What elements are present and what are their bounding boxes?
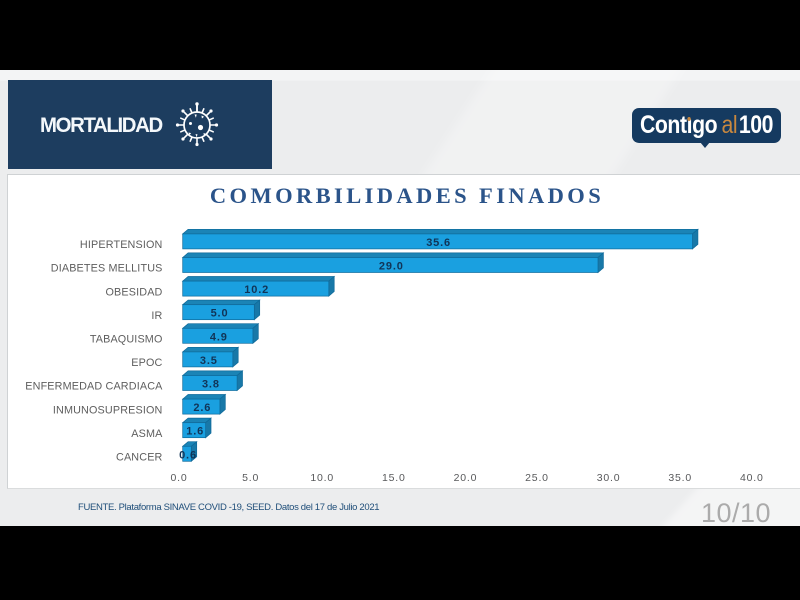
svg-text:10.0: 10.0 [310,472,334,484]
svg-text:35.0: 35.0 [668,472,692,484]
svg-text:INMUNOSUPRESION: INMUNOSUPRESION [53,404,163,416]
svg-text:CANCER: CANCER [116,452,163,464]
svg-text:0.6: 0.6 [179,449,197,461]
svg-text:ENFERMEDAD CARDIACA: ENFERMEDAD CARDIACA [25,381,163,393]
svg-text:5.0: 5.0 [242,472,259,484]
svg-text:3.8: 3.8 [202,379,220,391]
svg-text:TABAQUISMO: TABAQUISMO [90,334,163,346]
svg-text:35.6: 35.6 [426,237,451,249]
svg-text:20.0: 20.0 [454,472,478,484]
svg-text:40.0: 40.0 [740,472,764,484]
svg-text:HIPERTENSION: HIPERTENSION [80,239,163,251]
svg-text:DIABETES MELLITUS: DIABETES MELLITUS [51,263,163,275]
svg-text:0.0: 0.0 [171,472,188,484]
svg-text:OBESIDAD: OBESIDAD [106,286,163,298]
svg-text:29.0: 29.0 [379,261,404,273]
svg-text:IR: IR [151,310,162,322]
svg-text:1.6: 1.6 [186,426,204,438]
svg-text:30.0: 30.0 [597,472,621,484]
svg-text:ASMA: ASMA [131,428,163,440]
svg-text:5.0: 5.0 [211,308,229,320]
svg-text:3.5: 3.5 [200,355,218,367]
svg-text:15.0: 15.0 [382,472,406,484]
svg-text:4.9: 4.9 [210,331,228,343]
svg-text:10.2: 10.2 [244,284,269,296]
svg-text:EPOC: EPOC [131,357,162,369]
svg-text:25.0: 25.0 [525,472,549,484]
svg-text:2.6: 2.6 [193,402,211,414]
